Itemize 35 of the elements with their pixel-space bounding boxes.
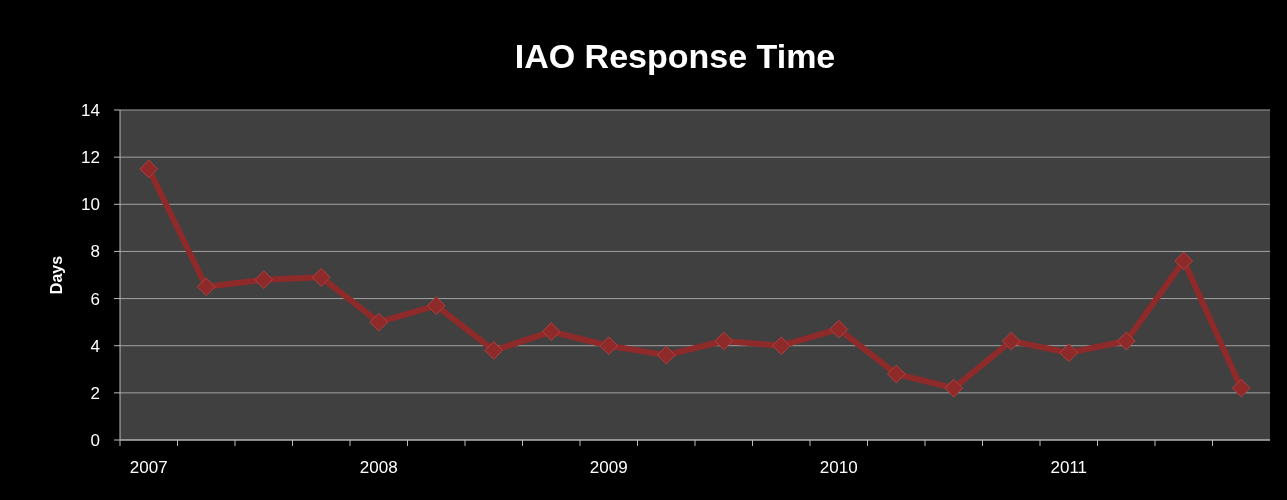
x-tick-label: 2008 [359,458,398,477]
point [426,296,446,315]
y-axis-title: Days [48,255,65,295]
y-tick-label: 2 [90,383,100,403]
point [311,268,331,287]
point [944,378,964,398]
point [1059,343,1079,363]
x-tick-label: 2011 [1050,458,1088,477]
point [886,364,906,384]
point [1001,331,1021,351]
point [829,319,849,339]
point [599,336,619,356]
point [771,336,791,356]
x-tick-label: 2007 [129,458,168,477]
y-tick-label: 10 [81,195,100,215]
point [139,159,159,179]
point [1116,331,1136,351]
x-tick-label: 2009 [589,458,628,477]
chart-title: IAO Response Time [514,37,836,75]
y-tick-label: 6 [90,289,100,309]
y-tick-label: 8 [90,242,100,262]
point [1174,251,1194,271]
point [484,341,504,360]
point [369,312,389,332]
point [714,331,734,351]
y-tick-label: 12 [81,148,100,168]
point [656,345,676,365]
point [254,270,274,290]
point [541,322,561,341]
y-tick-label: 0 [90,431,100,450]
x-tick-label: 2010 [819,458,858,477]
y-tick-label: 4 [90,336,100,356]
point [196,277,216,297]
y-tick-label: 14 [81,101,100,120]
point [1231,378,1251,398]
